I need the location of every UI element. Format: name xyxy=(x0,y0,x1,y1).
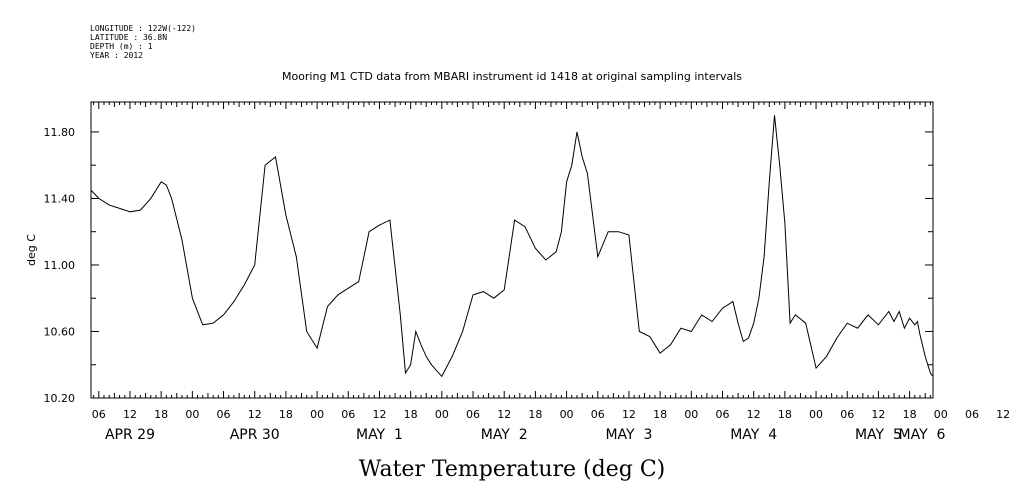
chart-title: Mooring M1 CTD data from MBARI instrumen… xyxy=(282,70,742,83)
x-hour-label: 06 xyxy=(466,408,480,421)
x-hour-label: 12 xyxy=(372,408,386,421)
x-hour-label: 12 xyxy=(497,408,511,421)
x-hour-label: 12 xyxy=(871,408,885,421)
x-hour-label: 00 xyxy=(185,408,199,421)
x-hour-label: 12 xyxy=(747,408,761,421)
y-tick-labels: 10.20 10.60 11.00 11.40 11.80 xyxy=(44,126,76,405)
x-hour-label: 18 xyxy=(653,408,667,421)
x-hour-label: 06 xyxy=(716,408,730,421)
x-hour-label: 00 xyxy=(310,408,324,421)
x-hour-labels: 06 12 18 00 06 12 18 00 06 12 18 00 06 12 18 00 06 12 18 00… xyxy=(92,408,1009,421)
x-hour-label: 00 xyxy=(435,408,449,421)
meta-year: YEAR : 2012 xyxy=(90,51,143,60)
x-hour-label: 12 xyxy=(622,408,636,421)
meta-depth: DEPTH (m) : 1 xyxy=(90,42,153,51)
x-hour-label: 00 xyxy=(560,408,574,421)
x-day-label: MAY 6 xyxy=(899,427,946,443)
x-hour-label: 18 xyxy=(778,408,792,421)
y-tick-label: 11.80 xyxy=(44,126,76,139)
x-hour-label: 00 xyxy=(934,408,948,421)
x-hour-label: 00 xyxy=(809,408,823,421)
x-hour-label: 06 xyxy=(591,408,605,421)
x-hour-label: 18 xyxy=(154,408,168,421)
x-day-label: MAY 1 xyxy=(356,427,403,443)
series-line-water-temperature xyxy=(90,115,934,378)
y-tick-label: 11.40 xyxy=(44,192,76,205)
y-tick-label: 10.60 xyxy=(44,325,76,338)
x-hour-label: 00 xyxy=(684,408,698,421)
x-day-label: APR 29 xyxy=(105,427,155,443)
y-tick-label: 10.20 xyxy=(44,392,76,405)
x-hour-label: 06 xyxy=(840,408,854,421)
meta-latitude: LATITUDE : 36.8N xyxy=(90,33,167,42)
x-hour-label: 12 xyxy=(248,408,262,421)
x-hour-label: 06 xyxy=(965,408,979,421)
x-hour-label: 18 xyxy=(903,408,917,421)
x-day-label: MAY 2 xyxy=(481,427,528,443)
x-hour-label: 12 xyxy=(123,408,137,421)
x-day-label: MAY 5 xyxy=(855,427,902,443)
y-tick-label: 11.00 xyxy=(44,259,76,272)
x-day-label: APR 30 xyxy=(230,427,280,443)
x-hour-label: 12 xyxy=(996,408,1009,421)
x-hour-label: 18 xyxy=(404,408,418,421)
x-axis-label: Water Temperature (deg C) xyxy=(359,457,666,482)
x-hour-label: 18 xyxy=(279,408,293,421)
y-axis-label: deg C xyxy=(25,234,38,266)
axis-ticks xyxy=(91,102,933,399)
x-day-label: MAY 3 xyxy=(605,427,652,443)
x-hour-label: 06 xyxy=(92,408,106,421)
x-day-labels: APR 29 APR 30 MAY 1 MAY 2 MAY 3 MAY 4 MAY 5MAY… xyxy=(105,427,946,443)
x-day-label: MAY 4 xyxy=(730,427,777,443)
x-hour-label: 18 xyxy=(528,408,542,421)
x-hour-label: 06 xyxy=(341,408,355,421)
meta-longitude: LONGITUDE : 122W(-122) xyxy=(90,24,196,33)
plot-frame xyxy=(90,101,934,399)
x-hour-label: 06 xyxy=(217,408,231,421)
